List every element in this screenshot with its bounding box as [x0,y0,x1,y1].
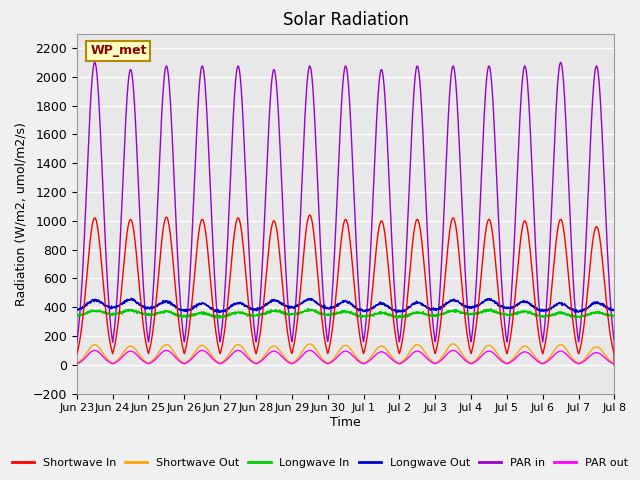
Text: WP_met: WP_met [90,45,147,58]
Title: Solar Radiation: Solar Radiation [283,11,408,29]
Y-axis label: Radiation (W/m2, umol/m2/s): Radiation (W/m2, umol/m2/s) [14,121,27,306]
X-axis label: Time: Time [330,416,361,429]
Legend: Shortwave In, Shortwave Out, Longwave In, Longwave Out, PAR in, PAR out: Shortwave In, Shortwave Out, Longwave In… [7,453,633,472]
